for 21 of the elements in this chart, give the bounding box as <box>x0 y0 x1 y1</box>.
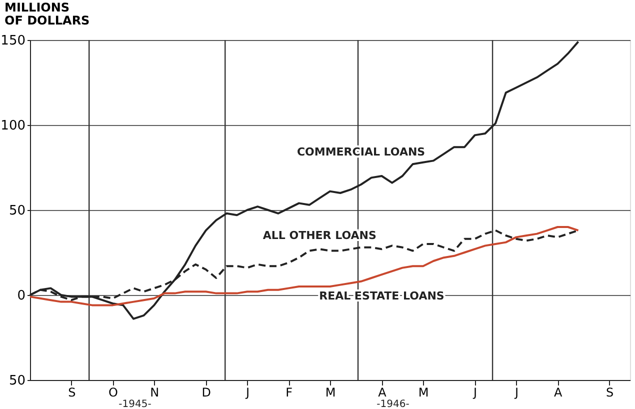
x-tick-label: D <box>202 386 211 400</box>
y-tick-label: 100 <box>0 118 26 134</box>
x-tick-label: J <box>514 386 518 400</box>
x-tick-label: F <box>286 386 293 400</box>
x-tick-label: J <box>472 386 478 400</box>
y-tick-label: 150 <box>0 34 26 48</box>
y-tick-label: 0 <box>17 288 26 304</box>
y-tick-label: 50 <box>8 204 26 218</box>
x-tick-label: A <box>378 386 388 400</box>
text: -1945- <box>118 399 152 409</box>
x-tick-label: S <box>606 386 614 400</box>
y-axis-title: MILLIONS OF DOLLARS <box>4 0 90 28</box>
x-tick-label: M <box>418 386 429 400</box>
x-tick-label: N <box>150 386 160 400</box>
x-tick-label: M <box>325 386 336 400</box>
text: -1946- <box>376 399 410 409</box>
x-tick-label: J <box>244 386 250 400</box>
x-tick-label: S <box>68 386 76 400</box>
x-tick-label: A <box>554 386 563 400</box>
x-tick-label: O <box>108 386 118 400</box>
y-tick-label: 50 <box>8 374 26 388</box>
